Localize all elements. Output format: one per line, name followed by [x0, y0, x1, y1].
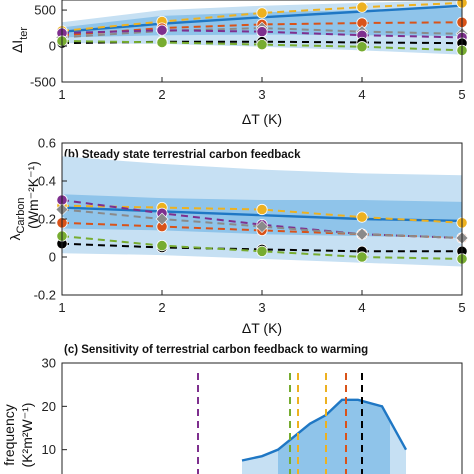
panel-b-series-5-line: [61, 242, 462, 253]
panel-c-ticks: 10 20 30: [42, 356, 67, 457]
panel-b-ylabel-unit: (Wm⁻²K⁻¹): [25, 161, 41, 229]
panel-a-series-1-point: [356, 1, 368, 13]
panel-b-series-4-point: [255, 220, 269, 234]
panel-a: 1 2 3 4 5 -500 0 500 ΔT (K) ΔIter: [9, 0, 469, 127]
panel-b-series-1-point: [256, 203, 268, 216]
panel-c-vlines: [197, 373, 363, 474]
panel-a-xtick-label: 2: [158, 87, 165, 102]
panel-a-xtick-label: 4: [358, 87, 365, 102]
panel-b-title: (b) Steady state terrestrial carbon feed…: [64, 149, 301, 161]
panel-b-series-3-line: [61, 221, 463, 239]
panel-a-series-6-point: [356, 41, 368, 53]
panel-a-series-6-point: [156, 36, 168, 49]
panel-a-ylabel: ΔIter: [9, 27, 30, 53]
panel-c-area-fill-inner: [278, 399, 390, 474]
panel-b: (b) Steady state terrestrial carbon feed…: [7, 136, 469, 336]
panel-a-series-1-line: [61, 1, 463, 32]
panel-c-title: (c) Sensitivity of terrestrial carbon fe…: [64, 344, 368, 356]
panel-b-xtick-label: 1: [58, 300, 65, 315]
panel-b-ylabel: λCarbon: [7, 197, 27, 240]
panel-b-series-4-point: [355, 227, 369, 241]
panel-a-series-3-line: [61, 27, 463, 39]
panel-b-xtick-label: 3: [258, 300, 265, 315]
panel-c-axes-box: [61, 362, 463, 474]
panel-b-series-4-line: [61, 208, 463, 239]
panel-c-ylabel-unit: (K²m²W⁻¹): [19, 403, 35, 468]
panel-b-xtick-label: 4: [358, 300, 365, 315]
panel-b-series-6-point: [156, 240, 168, 252]
panel-a-xtick-label: 3: [258, 87, 265, 102]
panel-b-xlabel: ΔT (K): [242, 320, 282, 336]
panel-a-series-4-line: [61, 29, 463, 39]
panel-b-ytick-label: -0.2: [34, 288, 56, 303]
panel-b-series-6-point: [356, 251, 368, 263]
panel-c-ytick-label: 30: [42, 356, 56, 371]
panel-b-series-6-line: [61, 235, 463, 260]
panel-c-ytick-label: 20: [42, 399, 56, 414]
panel-b-ytick-label: 0.6: [38, 136, 56, 151]
panel-a-ytick-label: 500: [34, 3, 56, 18]
panel-c-area: [241, 398, 408, 474]
panel-a-series-1-point: [256, 7, 268, 19]
panel-b-series-6-point: [256, 245, 268, 257]
panel-a-series-6-line: [61, 40, 463, 52]
panel-a-xtick-label: 1: [58, 87, 65, 102]
panel-c: (c) Sensitivity of terrestrial carbon fe…: [1, 344, 463, 474]
panel-b-ytick-label: 0: [49, 250, 56, 265]
panel-c-ytick-label: 10: [42, 442, 56, 457]
panel-b-lines: [55, 194, 469, 265]
panel-a-ytick-label: 0: [49, 39, 56, 54]
panel-a-ticks: 1 2 3 4 5 -500 0 500: [30, 3, 466, 102]
panel-a-series-4-point: [256, 26, 268, 38]
panel-b-series-0-line: [61, 206, 463, 223]
panel-a-series-4-point: [156, 24, 168, 36]
panel-b-ytick-label: 0.4: [38, 174, 56, 189]
panel-b-xtick-label: 2: [158, 300, 165, 315]
panel-b-series-4-point: [155, 212, 169, 226]
panel-b-series-1-line: [61, 204, 463, 224]
panel-c-curve: [241, 398, 408, 462]
panel-a-series-6-point: [256, 38, 268, 51]
panel-b-ytick-label: 0.2: [38, 212, 56, 227]
panel-a-xtick-label: 5: [458, 87, 465, 102]
panel-b-ticks: 1 2 3 4 5 -0.2 0 0.2 0.4 0.6: [34, 136, 466, 316]
panel-a-xlabel: ΔT (K): [242, 111, 282, 127]
panel-b-series-1-point: [356, 211, 368, 223]
panel-c-ylabel: frequency: [1, 404, 17, 465]
panel-b-xtick-label: 5: [458, 300, 465, 315]
panel-a-ytick-label: -500: [30, 75, 56, 90]
